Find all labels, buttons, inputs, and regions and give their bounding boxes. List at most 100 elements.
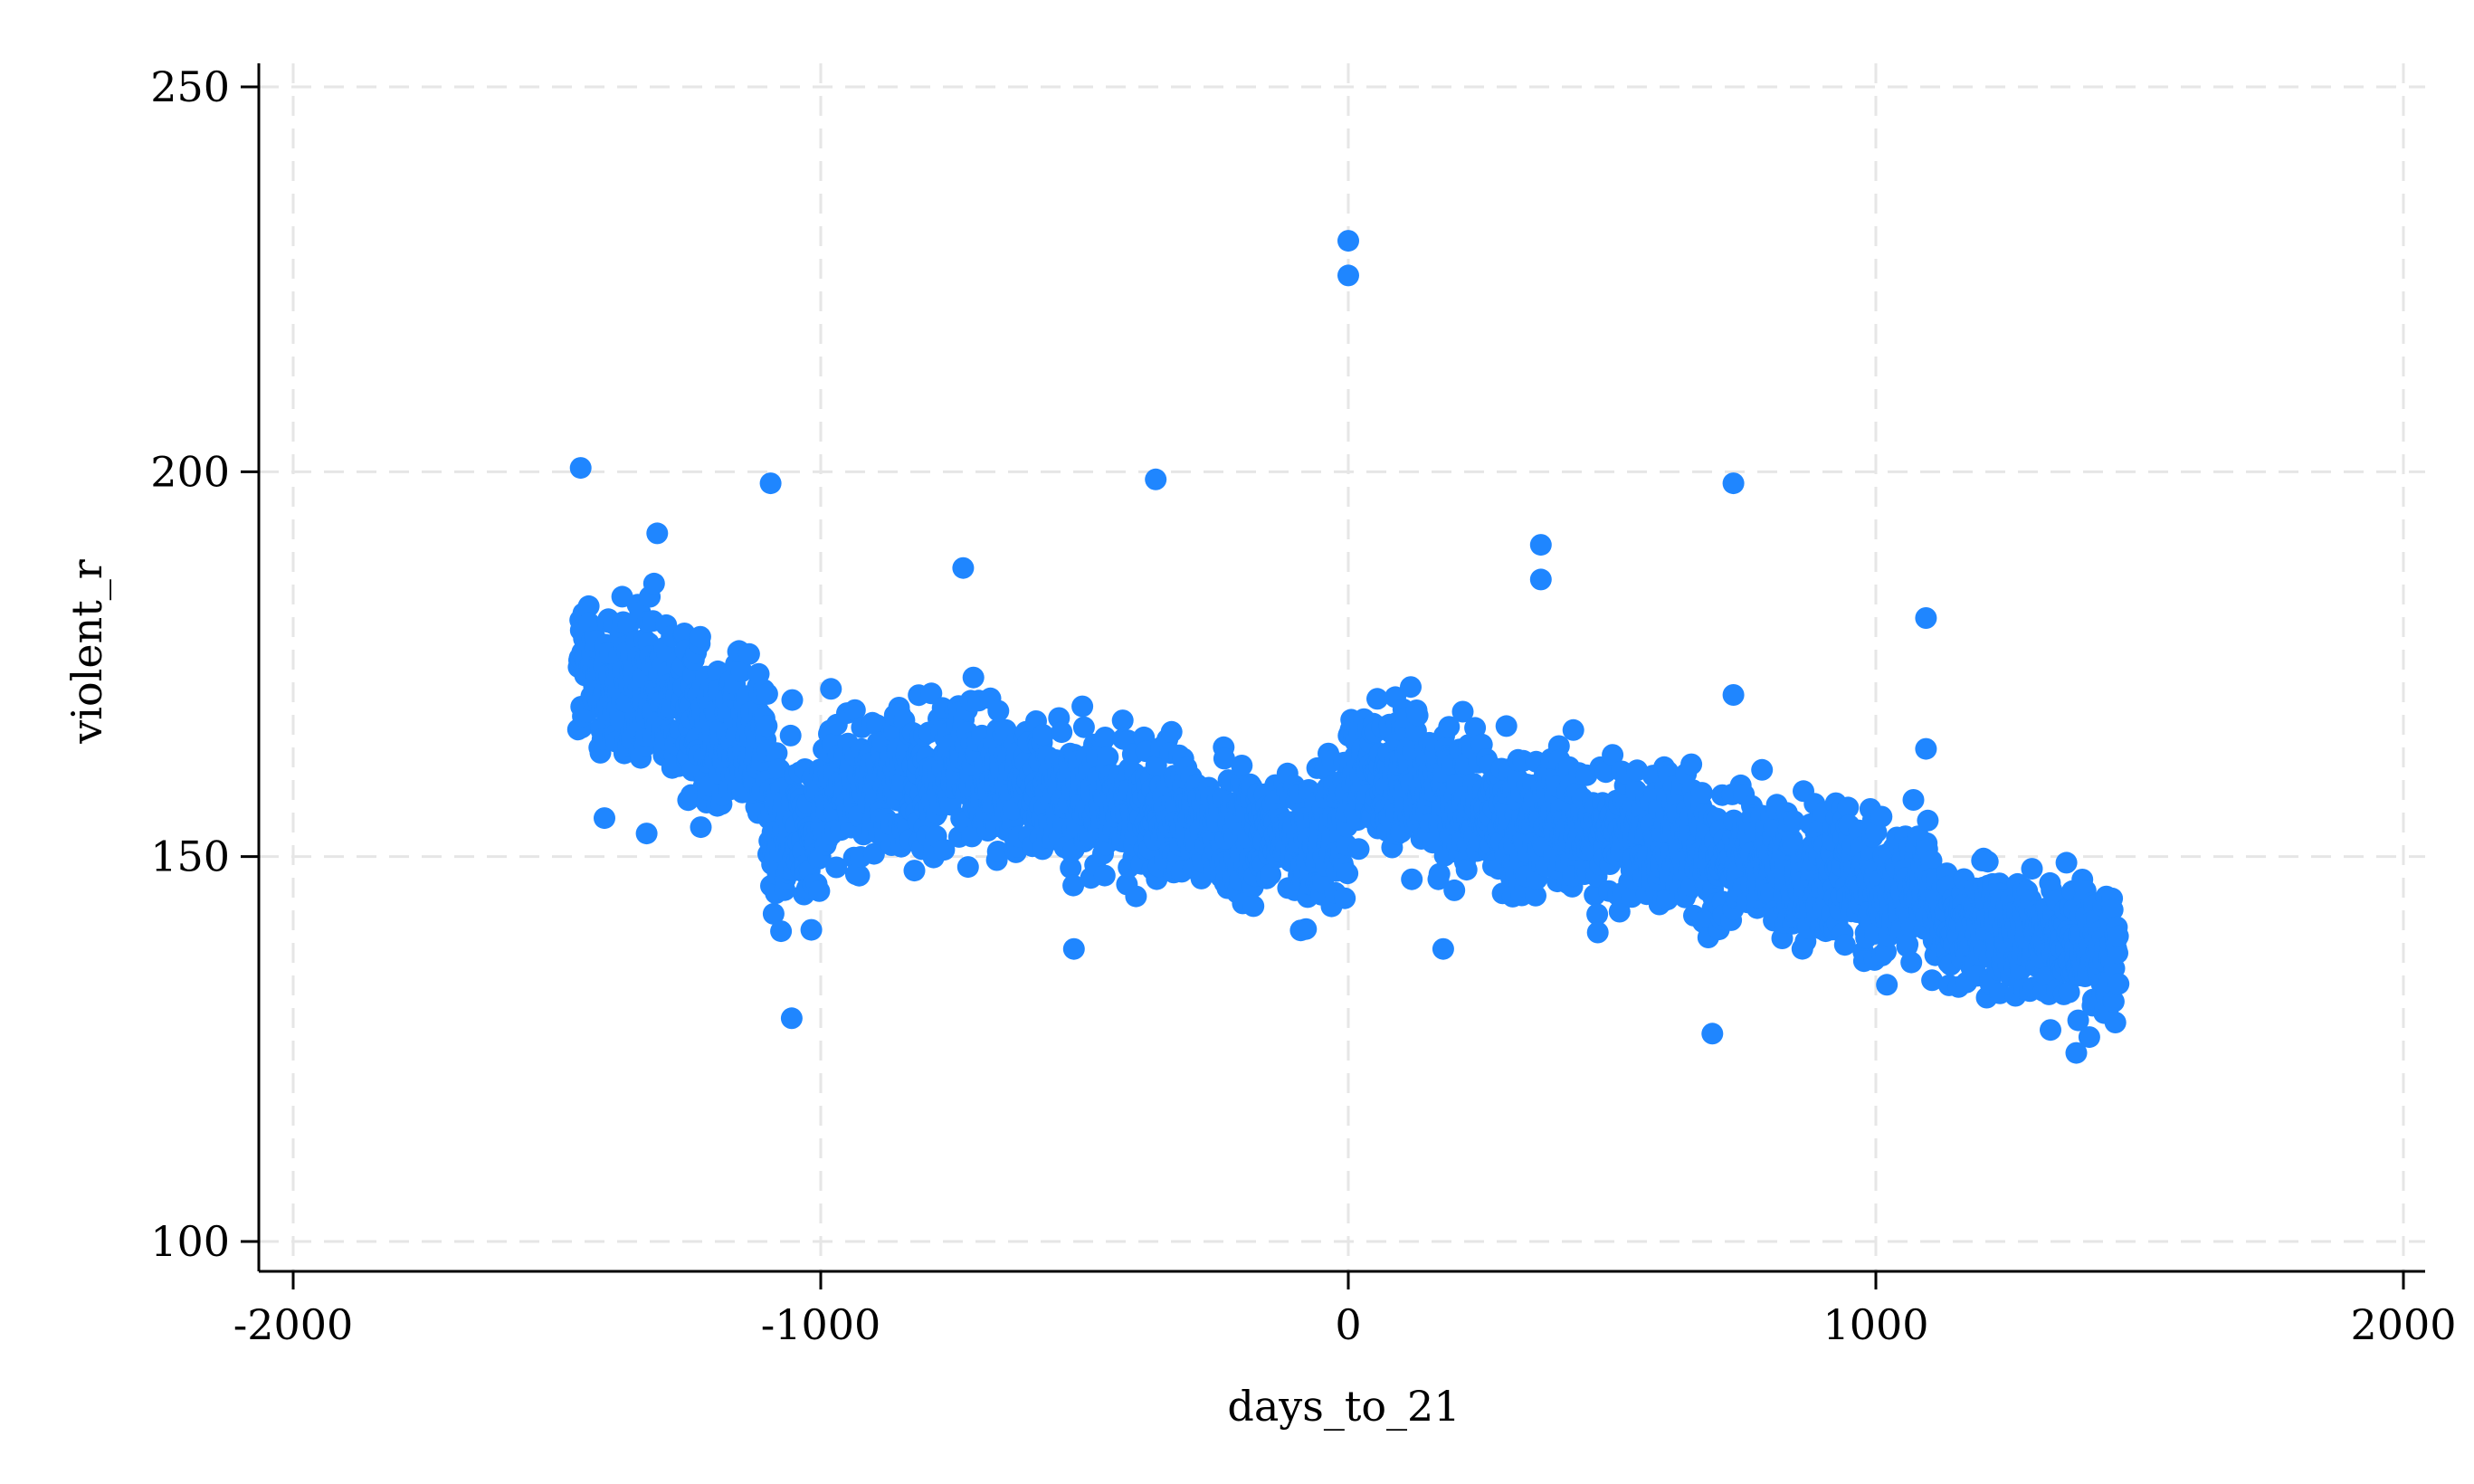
data-point xyxy=(1242,895,1265,918)
data-point xyxy=(2055,851,2078,874)
data-point-outlier xyxy=(1529,568,1552,591)
data-point xyxy=(1406,704,1429,727)
data-point xyxy=(1897,933,1919,956)
data-point xyxy=(1608,900,1631,923)
data-point xyxy=(1917,809,1939,832)
data-point xyxy=(1347,838,1370,861)
data-point xyxy=(1976,851,1999,873)
data-point xyxy=(1464,717,1487,739)
data-point-outlier xyxy=(759,472,782,495)
data-point xyxy=(1071,695,1094,718)
data-point xyxy=(1921,969,1944,992)
data-point xyxy=(1334,887,1356,909)
data-point xyxy=(800,918,823,941)
data-point-outlier xyxy=(646,522,669,545)
data-point xyxy=(1495,715,1518,737)
data-point xyxy=(1093,864,1116,887)
data-point-outlier xyxy=(1915,737,1937,760)
data-point xyxy=(1032,724,1054,747)
data-point-outlier xyxy=(1722,472,1745,495)
data-point xyxy=(577,595,600,617)
data-point xyxy=(862,842,885,865)
data-point xyxy=(1072,716,1095,738)
data-point xyxy=(1837,796,1860,819)
data-point xyxy=(730,661,753,682)
data-point xyxy=(1920,850,1943,872)
data-point xyxy=(2067,1009,2089,1032)
data-point-outlier xyxy=(569,457,592,480)
data-point xyxy=(1690,782,1713,804)
data-point xyxy=(762,902,785,925)
data-point xyxy=(1160,720,1183,743)
data-point xyxy=(986,841,1009,862)
data-point xyxy=(2040,1019,2061,1042)
data-point xyxy=(1900,951,1923,974)
data-point xyxy=(1902,789,1925,811)
data-point xyxy=(843,699,866,721)
data-point-outlier xyxy=(1145,468,1167,490)
data-point-outlier xyxy=(1062,937,1085,960)
data-point xyxy=(1680,753,1703,775)
points-layer xyxy=(566,230,2130,1064)
data-point xyxy=(1455,859,1478,881)
data-point xyxy=(779,724,802,747)
data-point xyxy=(1400,676,1422,699)
data-point xyxy=(933,839,956,861)
data-point xyxy=(770,920,793,943)
data-point xyxy=(1594,761,1617,784)
data-point xyxy=(962,666,985,689)
data-point xyxy=(1337,862,1359,885)
data-point-outlier xyxy=(1432,937,1454,960)
data-point xyxy=(1051,721,1073,744)
data-point xyxy=(1525,884,1546,907)
data-point xyxy=(737,642,760,665)
data-point xyxy=(2058,981,2080,1004)
data-point xyxy=(2104,1012,2127,1033)
x-tick-label: 0 xyxy=(1335,1300,1361,1349)
data-point xyxy=(848,864,871,887)
data-point-outlier xyxy=(1915,607,1937,629)
data-point xyxy=(1295,918,1318,940)
y-tick-label: 200 xyxy=(150,447,230,496)
x-tick-label: -1000 xyxy=(761,1300,881,1349)
x-tick-label: -2000 xyxy=(233,1300,354,1349)
data-point xyxy=(642,572,665,595)
data-point xyxy=(1125,885,1147,908)
data-point xyxy=(1145,754,1167,776)
data-point xyxy=(825,856,848,879)
data-point-outlier xyxy=(594,807,615,830)
data-point xyxy=(1602,744,1624,766)
data-point xyxy=(1062,874,1085,897)
data-point xyxy=(1097,746,1119,768)
data-point-outlier xyxy=(1529,534,1552,556)
data-point xyxy=(2078,1026,2100,1049)
data-point xyxy=(756,715,778,737)
y-axis-title: violent_r xyxy=(62,559,111,744)
data-point xyxy=(1366,688,1388,710)
data-point-outlier xyxy=(1701,1023,1724,1045)
data-point-outlier xyxy=(1337,230,1359,252)
y-tick-label: 250 xyxy=(150,62,230,111)
data-point xyxy=(690,816,712,839)
data-point xyxy=(808,880,831,902)
data-point xyxy=(1751,758,1774,781)
data-point xyxy=(1833,934,1856,956)
data-point xyxy=(1876,974,1898,996)
data-point-outlier xyxy=(2065,1042,2088,1064)
data-point xyxy=(820,678,842,700)
data-point xyxy=(903,860,926,882)
data-point-outlier xyxy=(952,556,975,579)
data-point xyxy=(1428,862,1451,885)
data-point xyxy=(1094,727,1117,748)
data-point xyxy=(2107,925,2129,947)
data-point xyxy=(956,856,979,879)
data-point xyxy=(2108,973,2130,995)
data-point xyxy=(2101,899,2124,921)
x-tick-label: 1000 xyxy=(1822,1300,1928,1349)
data-point xyxy=(1870,805,1893,828)
x-tick-label: 2000 xyxy=(2350,1300,2456,1349)
data-point xyxy=(1111,709,1134,732)
data-point xyxy=(1562,718,1584,741)
data-point xyxy=(689,625,711,648)
